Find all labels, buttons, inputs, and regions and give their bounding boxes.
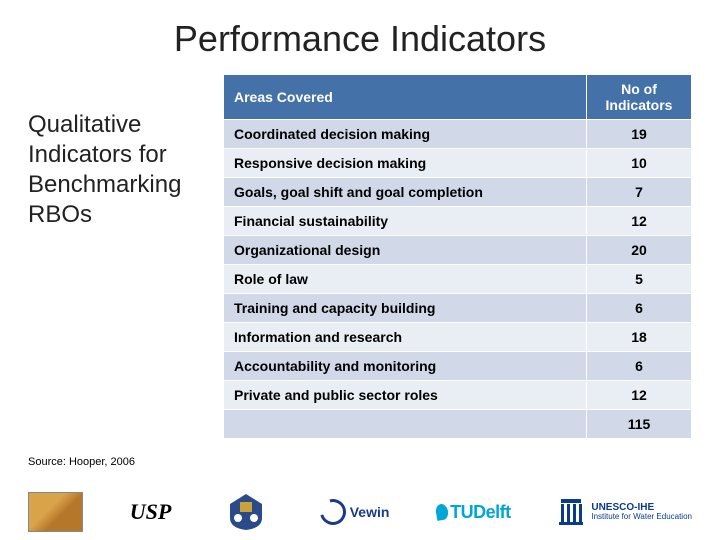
cell-count: 18 (587, 323, 692, 352)
cell-area (224, 410, 587, 439)
cell-area: Information and research (224, 323, 587, 352)
cell-count: 5 (587, 265, 692, 294)
table-row: Accountability and monitoring 6 (224, 352, 692, 381)
table-row: Training and capacity building 6 (224, 294, 692, 323)
table-body: Coordinated decision making 19 Responsiv… (224, 120, 692, 439)
cell-area: Accountability and monitoring (224, 352, 587, 381)
sidebar: Qualitative Indicators for Benchmarking … (28, 74, 213, 439)
slide: Performance Indicators Qualitative Indic… (0, 0, 720, 540)
cell-area: Role of law (224, 265, 587, 294)
cell-count: 6 (587, 352, 692, 381)
table-total-row: 115 (224, 410, 692, 439)
footer-logos: USP Vewin TUDelft UNESCO-IHE Institute f… (28, 492, 692, 532)
cell-area: Training and capacity building (224, 294, 587, 323)
col-header-area: Areas Covered (224, 75, 587, 120)
table-row: Organizational design 20 (224, 236, 692, 265)
table-header-row: Areas Covered No of Indicators (224, 75, 692, 120)
col-header-count: No of Indicators (587, 75, 692, 120)
cell-area: Goals, goal shift and goal completion (224, 178, 587, 207)
spiral-icon (315, 494, 351, 530)
cell-area: Coordinated decision making (224, 120, 587, 149)
crest-logo-icon (218, 492, 273, 532)
source-citation: Source: Hooper, 2006 (28, 456, 135, 468)
table-row: Role of law 5 (224, 265, 692, 294)
cell-count: 12 (587, 207, 692, 236)
cell-count: 19 (587, 120, 692, 149)
flame-icon (435, 503, 450, 521)
cell-count: 12 (587, 381, 692, 410)
unesco-text: UNESCO-IHE Institute for Water Education (591, 502, 692, 522)
cell-count: 20 (587, 236, 692, 265)
table-container: Areas Covered No of Indicators Coordinat… (223, 74, 692, 439)
cell-area: Responsive decision making (224, 149, 587, 178)
cell-area: Private and public sector roles (224, 381, 587, 410)
cell-count: 7 (587, 178, 692, 207)
table-row: Goals, goal shift and goal completion 7 (224, 178, 692, 207)
table-row: Responsive decision making 10 (224, 149, 692, 178)
cerd-logo-icon (28, 492, 83, 532)
temple-icon (557, 499, 585, 525)
table-row: Financial sustainability 12 (224, 207, 692, 236)
tudelft-logo-icon: TUDelft (436, 492, 511, 532)
sidebar-heading: Qualitative Indicators for Benchmarking … (28, 110, 213, 230)
usp-logo-icon: USP (130, 492, 172, 532)
cell-count: 6 (587, 294, 692, 323)
cell-count: 115 (587, 410, 692, 439)
unesco-logo-icon: UNESCO-IHE Institute for Water Education (557, 492, 692, 532)
cell-area: Organizational design (224, 236, 587, 265)
cell-area: Financial sustainability (224, 207, 587, 236)
cell-count: 10 (587, 149, 692, 178)
content-row: Qualitative Indicators for Benchmarking … (28, 74, 692, 439)
tudelft-text: TUDelft (450, 502, 511, 523)
unesco-line2: Institute for Water Education (591, 513, 692, 522)
table-row: Private and public sector roles 12 (224, 381, 692, 410)
table-row: Information and research 18 (224, 323, 692, 352)
table-row: Coordinated decision making 19 (224, 120, 692, 149)
page-title: Performance Indicators (28, 18, 692, 60)
indicators-table: Areas Covered No of Indicators Coordinat… (223, 74, 692, 439)
vewin-text: Vewin (350, 504, 390, 520)
vewin-logo-icon: Vewin (320, 492, 390, 532)
